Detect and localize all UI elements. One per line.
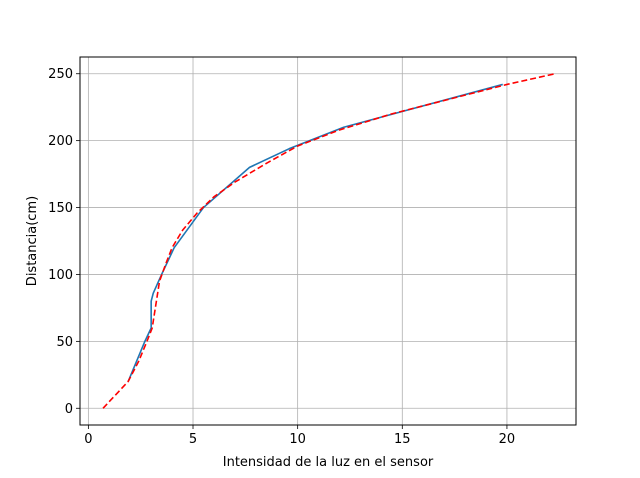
- y-tick-label: 100: [48, 268, 73, 283]
- y-tick-label: 0: [65, 402, 73, 417]
- grid: [80, 57, 576, 425]
- x-tick-label: 10: [289, 432, 306, 447]
- x-axis-label: Intensidad de la luz en el sensor: [223, 455, 434, 470]
- x-tick-label: 20: [499, 432, 516, 447]
- series-line-2: [102, 72, 556, 409]
- x-tick-label: 5: [189, 432, 197, 447]
- y-tick-label: 50: [56, 335, 73, 350]
- series-group: [102, 72, 556, 409]
- y-tick-label: 200: [48, 134, 73, 149]
- y-tick-label: 250: [48, 67, 73, 82]
- plot-frame: [79, 56, 577, 426]
- x-tick-label: 0: [84, 432, 92, 447]
- y-axis-label: Distancia(cm): [25, 196, 40, 286]
- x-tick-label: 15: [394, 432, 411, 447]
- y-tick-label: 150: [48, 201, 73, 216]
